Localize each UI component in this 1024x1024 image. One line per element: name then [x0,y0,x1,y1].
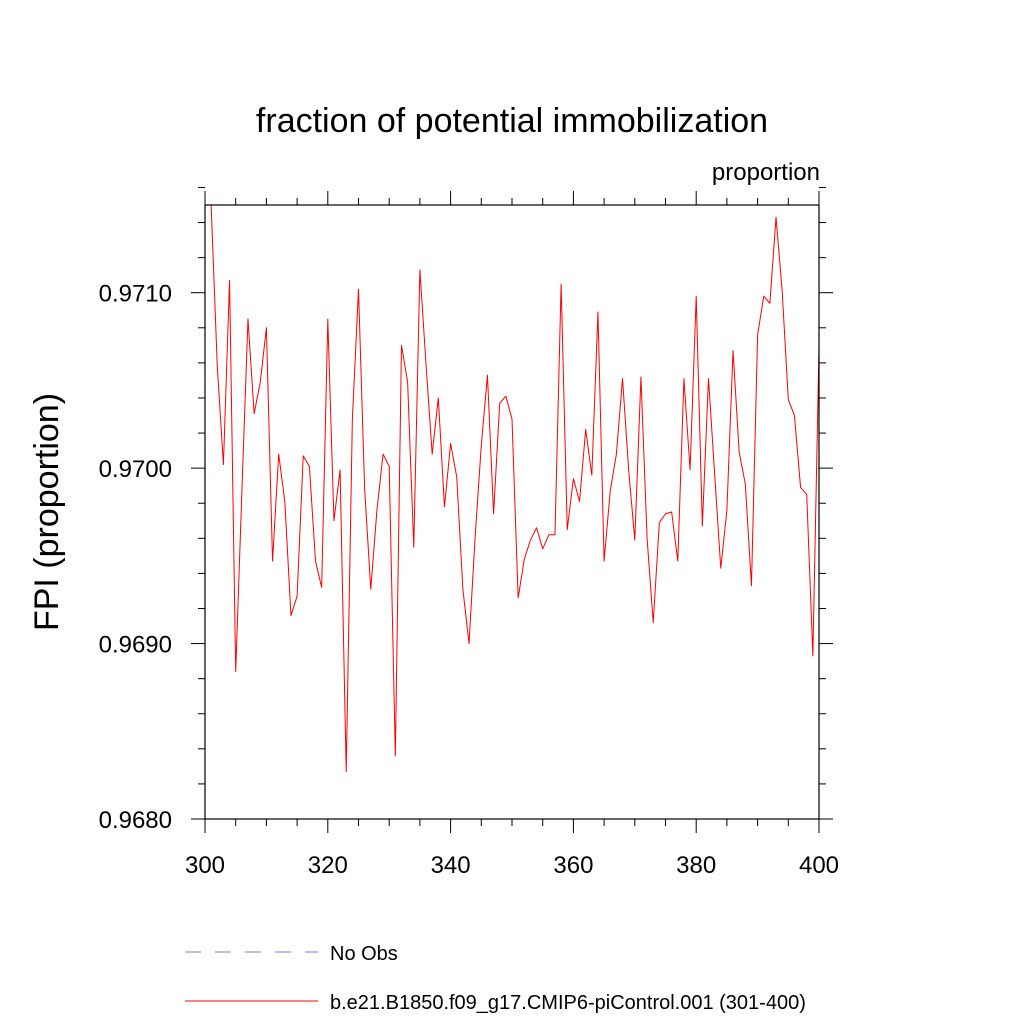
x-tick-label: 340 [431,852,471,879]
legend-label-model-run: b.e21.B1850.f09_g17.CMIP6-piControl.001 … [330,992,806,1014]
x-tick-label: 320 [308,852,348,879]
legend: No Obs b.e21.B1850.f09_g17.CMIP6-piContr… [185,943,806,1014]
x-tick-label: 360 [553,852,593,879]
units-label: proportion [712,159,820,186]
y-tick-label: 0.9710 [99,281,172,308]
x-tick-label: 400 [799,852,839,879]
y-tick-label: 0.9700 [99,456,172,483]
tick-marks [191,186,833,833]
series-line-model-run [210,204,820,773]
y-tick-label: 0.9690 [99,632,172,659]
y-tick-label: 0.9680 [99,807,172,834]
tick-labels: 300 320 340 360 380 400 0.9680 0.9690 0.9700 0.97… [99,281,839,879]
chart-title: fraction of potential immobilization [256,102,768,140]
legend-label-no-obs: No Obs [330,943,398,965]
plot-frame [204,204,820,820]
y-axis-label: FPI (proportion) [28,393,66,631]
x-tick-label: 380 [676,852,716,879]
data-series [210,204,820,773]
x-tick-label: 300 [185,852,225,879]
